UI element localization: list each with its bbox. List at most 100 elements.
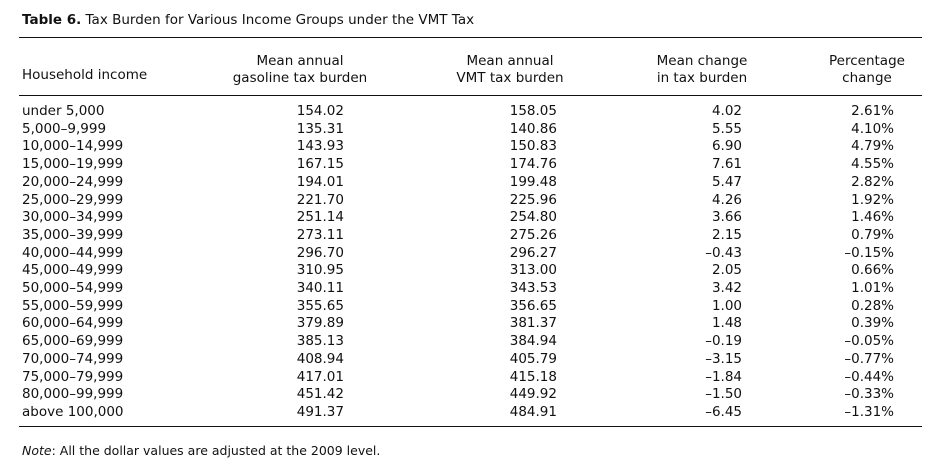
table-row: 80,000–99,999 451.42 449.92 –1.50 –0.33% [22, 386, 894, 404]
income-cell: under 5,000 [22, 103, 105, 119]
percentage-cell: –0.77% [844, 350, 894, 367]
table-row: 5,000–9,999 135.31 140.86 5.55 4.10% [22, 121, 894, 139]
vmt-burden-cell: 158.05 [509, 103, 557, 119]
header-percentage-line1: Percentage [829, 53, 905, 69]
change-cell: –1.50 [705, 386, 742, 403]
vmt-burden-cell: 254.80 [509, 209, 557, 226]
gasoline-burden-cell: 194.01 [296, 173, 344, 190]
table-title: Table 6. Tax Burden for Various Income G… [22, 12, 474, 28]
income-cell: 10,000–14,999 [22, 138, 124, 155]
table-caption: Tax Burden for Various Income Groups und… [85, 12, 475, 28]
income-cell: 45,000–49,999 [22, 262, 124, 279]
gasoline-burden-cell: 310.95 [296, 262, 344, 279]
income-cell: 50,000–54,999 [22, 280, 124, 297]
change-cell: 1.00 [711, 297, 742, 314]
table-row: 65,000–69,999 385.13 384.94 –0.19 –0.05% [22, 333, 894, 351]
vmt-burden-cell: 199.48 [509, 173, 557, 190]
percentage-cell: –1.31% [844, 403, 894, 420]
gasoline-burden-cell: 385.13 [296, 333, 344, 350]
header-change-line2: in tax burden [656, 70, 748, 86]
vmt-burden-cell: 484.91 [509, 403, 557, 420]
header-vmt: Mean annual VMT tax burden [400, 53, 620, 87]
vmt-burden-cell: 225.96 [509, 191, 557, 208]
change-cell: 2.15 [711, 226, 742, 243]
header-income: Household income [22, 67, 148, 83]
change-cell: 3.66 [711, 209, 742, 226]
vmt-burden-cell: 313.00 [509, 262, 557, 279]
percentage-cell: 4.55% [851, 156, 894, 173]
header-gasoline: Mean annual gasoline tax burden [190, 53, 410, 87]
percentage-cell: 0.66% [851, 262, 894, 279]
gasoline-burden-cell: 340.11 [296, 280, 344, 297]
income-cell: 60,000–64,999 [22, 315, 124, 332]
percentage-cell: 4.10% [851, 120, 894, 137]
percentage-cell: 2.82% [851, 173, 894, 190]
table-row: under 5,000 154.02 158.05 4.02 2.61% [22, 103, 894, 121]
income-cell: 35,000–39,999 [22, 226, 124, 243]
gasoline-burden-cell: 154.02 [296, 103, 344, 119]
vmt-burden-cell: 275.26 [509, 226, 557, 243]
change-cell: 2.05 [711, 262, 742, 279]
vmt-burden-cell: 356.65 [509, 297, 557, 314]
change-cell: 5.47 [711, 173, 742, 190]
gasoline-burden-cell: 355.65 [296, 297, 344, 314]
vmt-burden-cell: 296.27 [509, 244, 557, 261]
income-cell: 80,000–99,999 [22, 386, 124, 403]
tax-burden-table: under 5,000 154.02 158.05 4.02 2.61% 5,000–9,… [22, 103, 894, 422]
change-cell: 3.42 [711, 280, 742, 297]
income-cell: 70,000–74,999 [22, 350, 124, 367]
gasoline-burden-cell: 417.01 [296, 368, 344, 385]
vmt-burden-cell: 449.92 [509, 386, 557, 403]
gasoline-burden-cell: 143.93 [296, 138, 344, 155]
table-row: 20,000–24,999 194.01 199.48 5.47 2.82% [22, 174, 894, 192]
table-row: 55,000–59,999 355.65 356.65 1.00 0.28% [22, 298, 894, 316]
income-cell: above 100,000 [22, 403, 124, 420]
header-gasoline-line1: Mean annual [256, 53, 344, 69]
gasoline-burden-cell: 491.37 [296, 403, 344, 420]
header-vmt-line1: Mean annual [466, 53, 554, 69]
gasoline-burden-cell: 296.70 [296, 244, 344, 261]
gasoline-burden-cell: 408.94 [296, 350, 344, 367]
table-row: 70,000–74,999 408.94 405.79 –3.15 –0.77% [22, 351, 894, 369]
table-row: 75,000–79,999 417.01 415.18 –1.84 –0.44% [22, 369, 894, 387]
top-rule [19, 37, 922, 38]
header-percentage-line2: change [842, 70, 892, 86]
vmt-burden-cell: 405.79 [509, 350, 557, 367]
gasoline-burden-cell: 379.89 [296, 315, 344, 332]
percentage-cell: –0.05% [844, 333, 894, 350]
change-cell: 1.48 [711, 315, 742, 332]
percentage-cell: 1.46% [851, 209, 894, 226]
change-cell: –1.84 [705, 368, 742, 385]
table-row: 30,000–34,999 251.14 254.80 3.66 1.46% [22, 209, 894, 227]
income-cell: 15,000–19,999 [22, 156, 124, 173]
table-row: 15,000–19,999 167.15 174.76 7.61 4.55% [22, 156, 894, 174]
header-gasoline-line2: gasoline tax burden [232, 70, 368, 86]
percentage-cell: 2.61% [851, 103, 894, 119]
note-text: : All the dollar values are adjusted at … [51, 443, 381, 458]
percentage-cell: –0.15% [844, 244, 894, 261]
vmt-burden-cell: 150.83 [509, 138, 557, 155]
note-label: Note [22, 443, 52, 458]
income-cell: 20,000–24,999 [22, 173, 124, 190]
vmt-burden-cell: 384.94 [509, 333, 557, 350]
gasoline-burden-cell: 251.14 [296, 209, 344, 226]
change-cell: 6.90 [711, 138, 742, 155]
table-row: 35,000–39,999 273.11 275.26 2.15 0.79% [22, 227, 894, 245]
table-row: 60,000–64,999 379.89 381.37 1.48 0.39% [22, 315, 894, 333]
change-cell: 4.26 [711, 191, 742, 208]
vmt-burden-cell: 174.76 [509, 156, 557, 173]
table-row: 45,000–49,999 310.95 313.00 2.05 0.66% [22, 262, 894, 280]
change-cell: 7.61 [711, 156, 742, 173]
percentage-cell: 0.39% [851, 315, 894, 332]
gasoline-burden-cell: 273.11 [296, 226, 344, 243]
percentage-cell: –0.44% [844, 368, 894, 385]
change-cell: –0.19 [705, 333, 742, 350]
vmt-burden-cell: 415.18 [509, 368, 557, 385]
gasoline-burden-cell: 221.70 [296, 191, 344, 208]
header-percentage: Percentage change [767, 53, 933, 87]
income-cell: 25,000–29,999 [22, 191, 124, 208]
table-row: 40,000–44,999 296.70 296.27 –0.43 –0.15% [22, 245, 894, 263]
header-change: Mean change in tax burden [592, 53, 812, 87]
table-row: 50,000–54,999 340.11 343.53 3.42 1.01% [22, 280, 894, 298]
percentage-cell: 4.79% [851, 138, 894, 155]
